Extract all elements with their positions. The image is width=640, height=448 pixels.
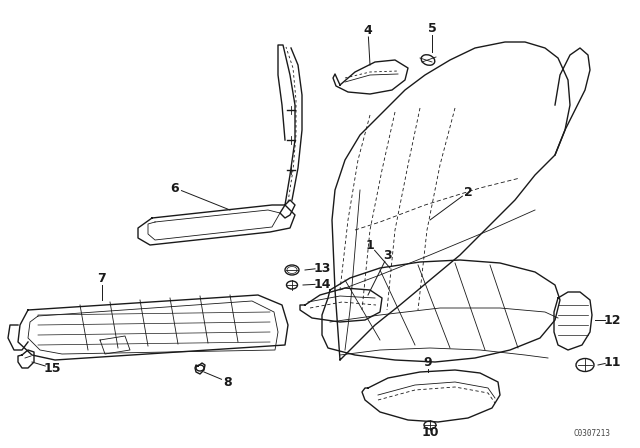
Text: 9: 9 <box>424 356 432 369</box>
Text: 7: 7 <box>98 271 106 284</box>
Text: 4: 4 <box>364 23 372 36</box>
Text: 8: 8 <box>224 375 232 388</box>
Text: 2: 2 <box>463 185 472 198</box>
Text: 10: 10 <box>421 426 439 439</box>
Text: 5: 5 <box>428 22 436 34</box>
Text: 11: 11 <box>604 356 621 369</box>
Text: C0307213: C0307213 <box>573 429 610 438</box>
Text: 14: 14 <box>313 277 331 290</box>
Text: 13: 13 <box>314 262 331 275</box>
Text: 12: 12 <box>604 314 621 327</box>
Text: 15: 15 <box>44 362 61 375</box>
Text: 3: 3 <box>384 249 392 262</box>
Text: 6: 6 <box>171 181 179 194</box>
Text: 1: 1 <box>365 238 374 251</box>
